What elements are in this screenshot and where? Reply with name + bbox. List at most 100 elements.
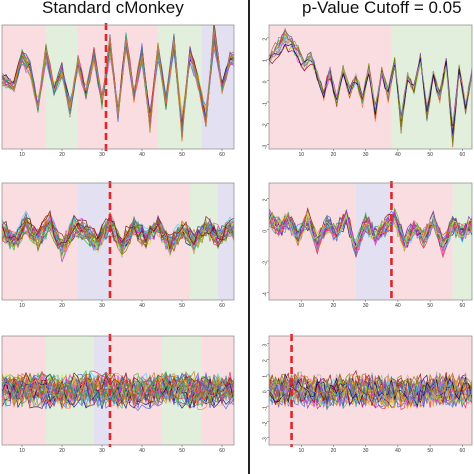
series-group <box>269 369 472 411</box>
series-line <box>2 377 234 407</box>
x-tick-label: 40 <box>139 152 145 158</box>
series-line <box>269 379 472 408</box>
x-tick-label: 10 <box>298 303 304 309</box>
y-tick-label: 3 <box>263 344 269 347</box>
x-tick-label: 30 <box>363 448 369 454</box>
x-tick-label: 20 <box>59 152 65 158</box>
series-line <box>2 216 234 251</box>
series-line <box>2 220 234 251</box>
x-tick-label: 30 <box>99 303 105 309</box>
series-line <box>269 43 472 135</box>
series-line <box>269 215 472 246</box>
series-line <box>2 374 234 404</box>
panel-frame <box>268 182 473 301</box>
series-line <box>2 379 234 409</box>
background-band <box>269 183 356 300</box>
panel-frame <box>1 182 235 301</box>
y-tick-label: -2 <box>263 261 269 266</box>
series-line <box>269 378 472 405</box>
x-tick-label: 10 <box>19 152 25 158</box>
x-tick-label: 30 <box>363 152 369 158</box>
panel-frame <box>268 24 473 150</box>
x-tick-label: 40 <box>139 448 145 454</box>
x-tick-label: 10 <box>19 448 25 454</box>
x-tick-label: 60 <box>219 448 225 454</box>
x-tick-label: 50 <box>427 303 433 309</box>
chart-panel: 10 20 30 40 50 60 <box>1 23 235 158</box>
series-line <box>2 370 234 399</box>
y-tick-label: 0 <box>263 390 269 393</box>
y-tick-label: 2 <box>263 198 269 201</box>
x-tick-label: 40 <box>139 303 145 309</box>
panel-frame <box>1 335 235 446</box>
x-tick-label: 10 <box>298 152 304 158</box>
x-tick-label: 50 <box>427 448 433 454</box>
x-tick-label: 20 <box>59 303 65 309</box>
chart-panel: 10 20 30 40 50 60 <box>1 334 235 454</box>
y-tick-label: 2 <box>263 38 269 41</box>
x-tick-label: 60 <box>460 303 466 309</box>
background-band <box>158 25 202 149</box>
x-tick-label: 60 <box>460 152 466 158</box>
y-tick-label: -1 <box>263 406 269 411</box>
y-tick-label: 1 <box>263 375 269 378</box>
y-tick-label: -2 <box>263 421 269 426</box>
panel-frame <box>1 24 235 150</box>
column-title-pvalue: p-Value Cutoff = 0.05 <box>302 0 462 17</box>
chart-panel: 10 20 30 40 50 60 -3 -2 -1 0 1 2 3 <box>263 334 473 454</box>
y-tick-label: -4 <box>263 292 269 297</box>
x-tick-label: 30 <box>99 152 105 158</box>
background-band <box>46 25 78 149</box>
x-tick-label: 30 <box>363 303 369 309</box>
series-line <box>2 30 234 142</box>
x-tick-label: 10 <box>298 448 304 454</box>
x-tick-label: 40 <box>395 448 401 454</box>
x-tick-label: 10 <box>19 303 25 309</box>
column-title-standard: Standard cMonkey <box>42 0 184 17</box>
x-tick-label: 60 <box>219 152 225 158</box>
series-line <box>269 38 472 125</box>
x-tick-label: 50 <box>179 303 185 309</box>
chart-panel: 10 20 30 40 50 60 <box>1 181 235 309</box>
y-tick-label: 1 <box>263 59 269 62</box>
series-line <box>269 211 472 253</box>
series-line <box>2 216 234 263</box>
x-tick-label: 20 <box>331 152 337 158</box>
column-divider <box>248 0 250 474</box>
y-tick-label: 0 <box>263 80 269 83</box>
background-band <box>78 25 158 149</box>
series-line <box>2 216 234 254</box>
x-tick-label: 50 <box>179 152 185 158</box>
series-line <box>269 212 472 251</box>
y-tick-label: -1 <box>263 102 269 107</box>
y-tick-label: -2 <box>263 123 269 128</box>
background-band <box>202 25 234 149</box>
x-tick-label: 20 <box>59 448 65 454</box>
x-tick-label: 20 <box>331 448 337 454</box>
series-group <box>2 209 234 263</box>
x-tick-label: 60 <box>460 448 466 454</box>
series-group <box>269 27 472 148</box>
x-tick-label: 60 <box>219 303 225 309</box>
series-line <box>2 381 234 410</box>
series-group <box>2 369 234 412</box>
x-tick-label: 50 <box>179 448 185 454</box>
series-line <box>269 208 472 251</box>
series-line <box>2 209 234 250</box>
x-tick-label: 30 <box>99 448 105 454</box>
y-tick-label: 0 <box>263 230 269 233</box>
series-line <box>2 372 234 402</box>
x-tick-label: 40 <box>395 303 401 309</box>
y-tick-label: -3 <box>263 145 269 150</box>
x-tick-label: 20 <box>331 303 337 309</box>
series-group <box>2 25 234 142</box>
y-tick-label: -3 <box>263 437 269 442</box>
chart-panel: 10 20 30 40 50 60 -4 -2 0 2 <box>263 181 473 309</box>
y-tick-label: 2 <box>263 359 269 362</box>
chart-panel: 10 20 30 40 50 60 -3 -2 -1 0 1 2 <box>263 24 473 158</box>
x-tick-label: 40 <box>395 152 401 158</box>
series-line <box>269 371 472 401</box>
series-group <box>269 207 472 259</box>
